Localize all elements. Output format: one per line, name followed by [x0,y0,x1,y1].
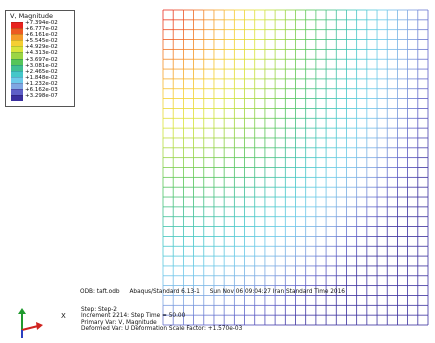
legend-swatch [11,76,23,83]
solver-version: Abaqus/Standard 6.13-1 [129,289,200,295]
legend-label: +4.313e-02 [25,50,58,57]
legend-swatch [11,40,23,47]
legend-label: +1.232e-02 [25,80,58,87]
legend-swatch [11,52,23,59]
legend-swatch [11,22,23,29]
legend-swatch [11,95,23,102]
legend-label: +3.298e-07 [25,93,58,100]
legend-swatch [11,46,23,53]
legend-swatch [11,82,23,90]
odb-info-line: ODB: taft.odb Abaqus/Standard 6.13-1 Sun… [80,289,353,295]
deformed-var-line: Deformed Var: U Deformation Scale Factor… [81,326,243,333]
legend-label: +2.465e-02 [25,68,58,75]
legend-swatch [11,70,23,77]
coordinate-triad: X [16,308,66,339]
legend-label: +7.394e-02 [25,20,58,26]
legend-label: +3.081e-02 [25,62,58,69]
odb-datetime: Sun Nov 06 09:04:27 Iran Standard Time 2… [209,289,345,295]
odb-file: ODB: taft.odb [80,289,120,295]
contour-legend: V, Magnitude +7.394e-02 +6.777e-02 +6.161e… [5,10,75,107]
legend-label: +6.777e-02 [25,26,58,33]
legend-swatch [11,34,23,41]
legend-label: +5.545e-02 [25,38,58,45]
triad-x-label: X [61,312,66,320]
legend-swatch [11,58,23,65]
legend-label: +1.848e-02 [25,74,58,81]
legend-label: +4.929e-02 [25,44,58,51]
triad-axes-icon [18,308,43,338]
legend-swatch [11,89,23,96]
legend-label: +6.161e-02 [25,32,58,39]
legend-swatch [11,64,23,71]
legend-swatch [11,28,23,35]
legend-title: V, Magnitude [10,12,54,20]
step-line: Step: Step-2 [81,307,117,313]
legend-label: +6.162e-03 [25,87,58,94]
increment-line: Increment 2214: Step Time = 50.00 [81,313,186,320]
primary-var-line: Primary Var: V, Magnitude [81,319,157,326]
legend-color-bar [11,22,23,102]
legend-label: +3.697e-02 [25,56,58,63]
legend-labels: +7.394e-02 +6.777e-02 +6.161e-02 +5.545e-02… [25,20,58,99]
step-info: Step: Step-2 Increment 2214: Step Time =… [81,307,242,333]
